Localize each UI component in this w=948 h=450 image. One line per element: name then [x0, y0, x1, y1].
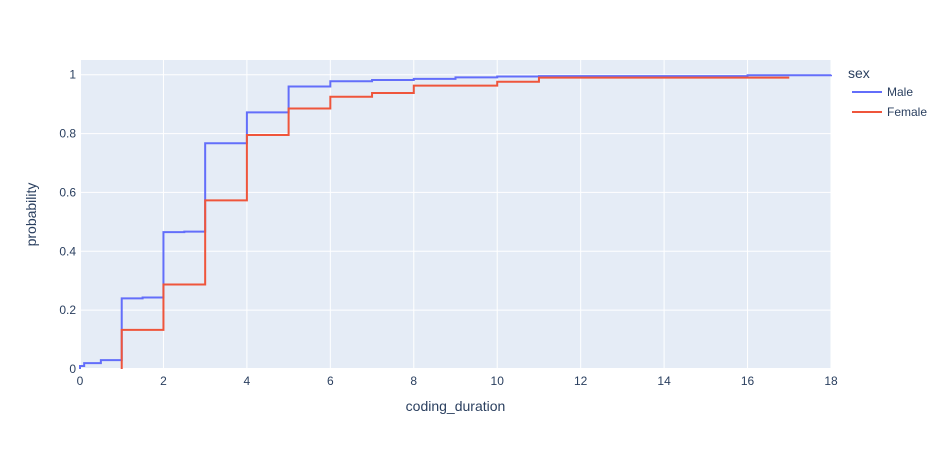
x-tick-label: 4	[244, 374, 251, 388]
series-line-female	[120, 76, 790, 369]
legend-label-female: Female	[887, 105, 927, 119]
x-tick-label: 12	[574, 374, 588, 388]
y-tick-label: 0	[69, 362, 76, 376]
x-tick-label: 6	[327, 374, 334, 388]
x-tick-label: 16	[741, 374, 755, 388]
x-tick-label: 10	[491, 374, 505, 388]
x-tick-label: 14	[657, 374, 671, 388]
y-tick-label: 0.2	[59, 303, 76, 317]
legend-title: sex	[848, 65, 870, 81]
series-line-male	[79, 74, 832, 369]
legend-item-female[interactable]: Female	[852, 105, 927, 119]
x-tick-label: 0	[77, 374, 84, 388]
y-tick-label: 0.6	[59, 185, 76, 199]
y-axis-title: probability	[23, 183, 39, 247]
legend-label-male: Male	[887, 85, 913, 99]
legend: sex Male Female	[848, 65, 927, 119]
y-tick-label: 1	[69, 68, 76, 82]
x-tick-label: 8	[410, 374, 417, 388]
x-axis-title: coding_duration	[406, 398, 506, 414]
legend-item-male[interactable]: Male	[852, 85, 913, 99]
x-tick-label: 2	[160, 374, 167, 388]
y-tick-label: 0.4	[59, 244, 76, 258]
tick-labels: 0 2 4 6 8 10 12 14 16 18 0 0.2 0.4 0.6 0.8 1	[59, 68, 838, 388]
x-tick-label: 18	[824, 374, 838, 388]
y-tick-label: 0.8	[59, 127, 76, 141]
plot-area	[80, 60, 831, 369]
series-lines	[79, 74, 832, 369]
